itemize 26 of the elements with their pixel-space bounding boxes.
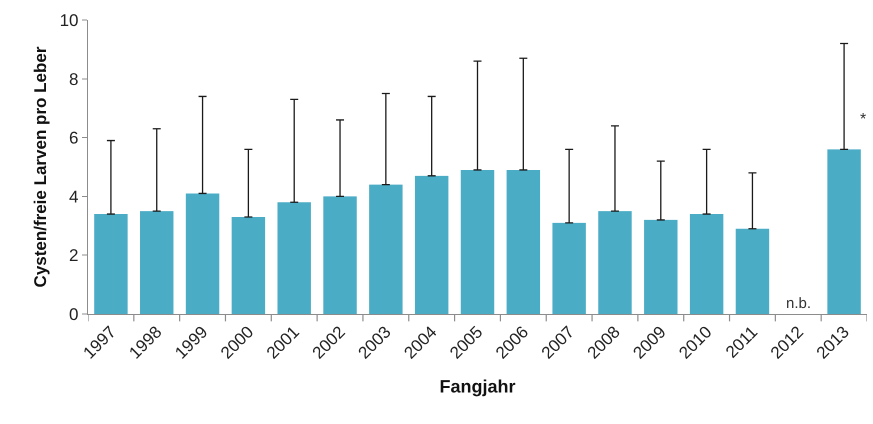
bar <box>140 211 174 314</box>
y-tick-label: 2 <box>69 246 78 266</box>
y-tick-label: 6 <box>69 128 78 148</box>
bar <box>827 149 861 314</box>
bar <box>186 193 220 314</box>
y-tick-label: 4 <box>69 187 78 206</box>
y-axis-title: Cysten/freie Larven pro Leber <box>31 46 50 288</box>
bar <box>552 222 586 314</box>
bar <box>277 202 311 314</box>
annotation: * <box>860 111 866 128</box>
bar <box>506 170 540 314</box>
bar <box>598 211 632 314</box>
y-tick-label: 8 <box>69 70 78 89</box>
y-tick-label: 0 <box>69 304 78 324</box>
bar <box>644 220 678 314</box>
bar <box>690 214 724 314</box>
bar <box>94 214 128 314</box>
bar <box>369 184 403 314</box>
bar <box>414 176 448 314</box>
annotation: n.b. <box>786 295 812 312</box>
bar <box>232 216 266 314</box>
bar <box>736 228 770 314</box>
bar <box>460 170 494 314</box>
x-axis-title: Fangjahr <box>439 376 516 397</box>
y-tick-label: 10 <box>60 10 78 30</box>
bar <box>323 196 357 314</box>
